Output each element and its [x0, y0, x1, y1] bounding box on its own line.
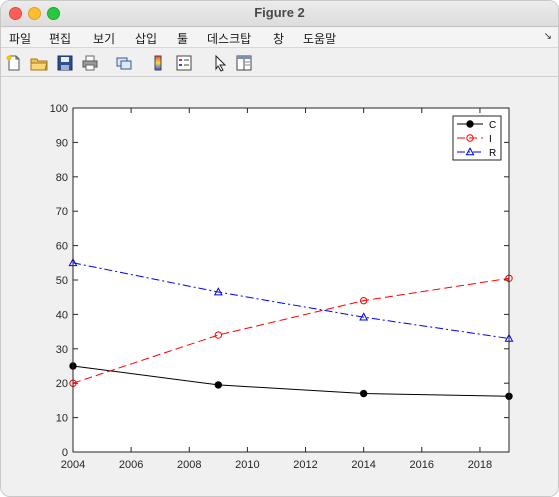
x-tick-label: 2010: [235, 459, 259, 471]
series-line-r: [72, 262, 510, 339]
title-bar: Figure 2: [1, 1, 558, 27]
data-point-i: [359, 296, 368, 305]
link-plot-icon[interactable]: [115, 54, 133, 72]
open-file-icon[interactable]: [30, 54, 48, 72]
menu-desktop[interactable]: 데스크탑: [207, 32, 252, 46]
y-tick-label: 20: [56, 378, 68, 390]
data-point-i: [214, 331, 223, 339]
x-tick-label: 2008: [177, 459, 201, 471]
y-tick-label: 50: [56, 275, 68, 287]
menu-file[interactable]: 파일: [9, 32, 32, 46]
x-tick-label: 2018: [468, 459, 492, 471]
series-line-i: [72, 277, 510, 384]
maximize-button[interactable]: [47, 7, 60, 20]
legend-marker-i: [466, 134, 474, 142]
window-title: Figure 2: [254, 5, 305, 20]
print-icon[interactable]: [81, 54, 99, 72]
colorbar-icon[interactable]: [149, 54, 167, 72]
menu-window[interactable]: 창: [273, 32, 285, 46]
legend-label-i: I: [489, 134, 492, 145]
legend-label-r: R: [489, 148, 496, 159]
line-chart: 0 10 20 30 40 50 60 70 80 90 100 2004 2006 2008 2010 20…: [50, 103, 514, 471]
y-tick-label: 90: [56, 137, 68, 149]
pointer-icon[interactable]: [211, 54, 229, 72]
y-tick-label: 30: [56, 344, 68, 356]
y-tick-label: 40: [56, 309, 68, 321]
plot-area: [73, 108, 509, 452]
y-tick-label: 100: [50, 103, 68, 115]
legend-marker-c: [466, 120, 474, 128]
series-line-c: [72, 365, 510, 397]
x-tick-label: 2016: [410, 459, 434, 471]
x-tick-label: 2012: [293, 459, 317, 471]
save-icon[interactable]: [56, 54, 74, 72]
data-point-r: [359, 312, 369, 321]
new-figure-icon[interactable]: [5, 54, 23, 72]
figure-canvas[interactable]: 0 10 20 30 40 50 60 70 80 90 100 2004 2006 2008 2010 20…: [1, 78, 558, 496]
data-point-c: [214, 381, 223, 389]
y-tick-label: 0: [62, 447, 68, 459]
y-tick-label: 60: [56, 241, 68, 253]
minimize-button[interactable]: [28, 7, 41, 20]
menu-insert[interactable]: 삽입: [135, 32, 158, 46]
close-button[interactable]: [9, 7, 22, 20]
legend-icon[interactable]: [175, 54, 193, 72]
menu-view[interactable]: 보기: [93, 32, 116, 46]
data-point-c: [359, 389, 368, 398]
y-tick-label: 10: [56, 413, 68, 425]
legend-label-c: C: [489, 120, 496, 131]
x-tick-label: 2014: [351, 459, 375, 471]
menu-edit[interactable]: 편집: [49, 32, 72, 46]
y-tick-label: 80: [56, 172, 68, 184]
property-editor-icon[interactable]: [235, 54, 253, 72]
menu-help[interactable]: 도움말: [303, 32, 337, 46]
toolbar: [1, 49, 558, 77]
menu-bar: 파일 편집 보기 삽입 툴 데스크탑 창 도움말 ↘: [1, 28, 558, 48]
axes-frame: [72, 107, 510, 453]
x-tick-label: 2004: [61, 459, 85, 471]
y-tick-label: 70: [56, 206, 68, 218]
legend-marker-r: [465, 147, 475, 156]
data-point-r: [213, 287, 223, 296]
dock-arrow-icon[interactable]: ↘: [543, 31, 552, 42]
x-tick-label: 2006: [119, 459, 143, 471]
menu-tools[interactable]: 툴: [177, 32, 189, 46]
